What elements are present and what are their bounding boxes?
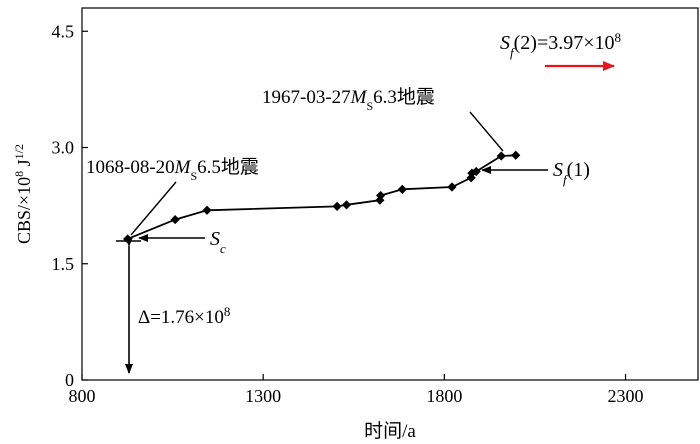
sf2-label: Sf(2)=3.97×108 — [500, 30, 621, 60]
event1-label: 1068-08-20MS6.5地震 — [86, 156, 259, 183]
data-point — [496, 151, 506, 161]
event2-leader — [469, 111, 504, 152]
data-point — [332, 201, 342, 211]
sf1-label: Sf(1) — [553, 159, 590, 187]
plot-frame — [81, 7, 699, 381]
event2-label: 1967-03-27MS6.3地震 — [262, 86, 435, 113]
y-tick-label: 1.5 — [52, 254, 75, 274]
y-tick-label: 0 — [65, 370, 74, 390]
delta-label: Δ=1.76×108 — [138, 304, 230, 329]
x-tick-label: 800 — [69, 386, 96, 406]
data-point — [471, 166, 481, 177]
x-axis-ticks: 800 1300 1800 2300 — [69, 374, 644, 406]
data-point — [511, 150, 521, 160]
data-point — [170, 214, 180, 225]
annotations: 1068-08-20MS6.5地震 1967-03-27MS6.3地震 Sc S… — [86, 30, 621, 374]
data-point — [447, 182, 457, 192]
data-point — [202, 205, 212, 215]
data-point — [123, 234, 133, 244]
x-tick-label: 2300 — [608, 386, 644, 406]
y-tick-label: 4.5 — [52, 21, 75, 41]
y-axis-ticks: 0 1.5 3.0 4.5 — [52, 21, 88, 390]
data-point — [341, 200, 352, 210]
y-tick-label: 3.0 — [52, 138, 75, 158]
data-point — [467, 168, 477, 178]
x-tick-label: 1300 — [245, 386, 281, 406]
x-axis-label: 时间/a — [364, 420, 416, 442]
sc-label: Sc — [210, 228, 226, 256]
data-point — [375, 190, 386, 201]
x-tick-label: 1800 — [426, 386, 462, 406]
data-point — [397, 184, 407, 194]
event1-leader — [130, 181, 177, 236]
y-axis-label: CBS/×108 J1/2 — [12, 144, 34, 244]
